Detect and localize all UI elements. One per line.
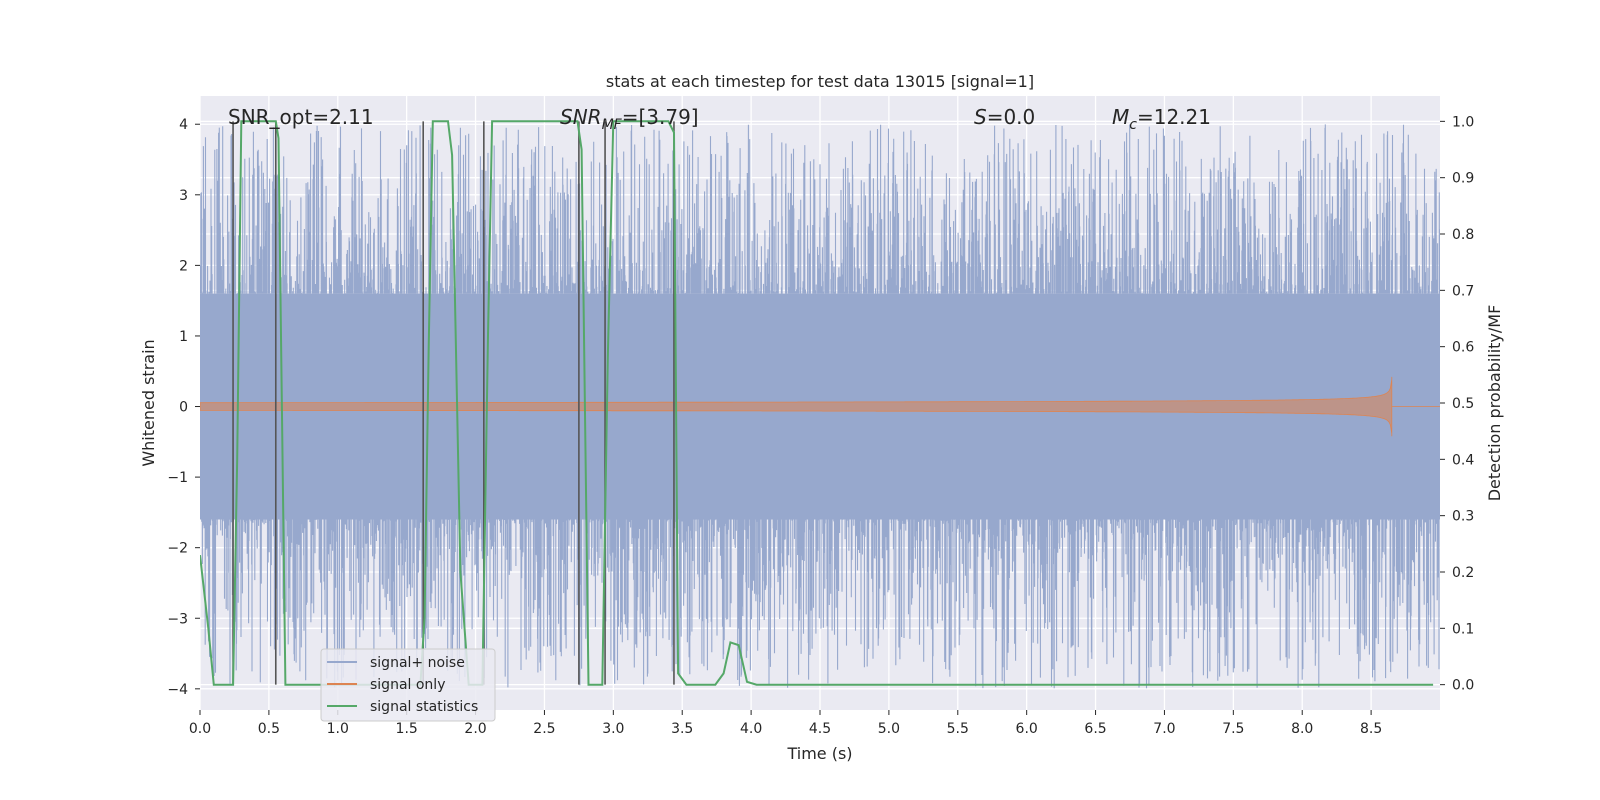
signal-statistics-series-line: [200, 120, 1434, 686]
legend-label-signal: signal only: [370, 677, 445, 693]
y2-tick-label: 0.9: [1452, 171, 1474, 187]
x-tick-label: 7.5: [1222, 721, 1244, 737]
y2-tick-label: 0.4: [1452, 452, 1474, 468]
x-tick-label: 3.5: [671, 721, 693, 737]
y2-tick-label: 0.5: [1452, 396, 1474, 412]
y-axis-label: Whitened strain: [139, 339, 158, 466]
y2-tick-label: 0.8: [1452, 227, 1474, 243]
snr-opt-annotation: SNR_opt=2.11: [228, 105, 374, 129]
y2-tick-label: 0.7: [1452, 283, 1474, 299]
y-axis-right: 0.0 0.1 0.2 0.3 0.4 0.5 0.6 0.7 0.8 0.9 1.0: [1440, 114, 1474, 694]
snr-mf-value: =[3.79]: [622, 105, 699, 129]
mc-symbol: M: [1112, 105, 1129, 129]
y-tick-label: 0: [179, 400, 188, 416]
x-tick-label: 5.5: [947, 721, 969, 737]
x-tick-label: 1.0: [327, 721, 349, 737]
legend-box: [320, 648, 496, 722]
s-annotation: S=0.0: [974, 105, 1035, 129]
x-tick-label: 4.0: [740, 721, 762, 737]
signal-only-series-line: [200, 376, 1440, 437]
y-axis-left: −4 −3 −2 −1 0 1 2 3 4: [167, 117, 200, 698]
y2-tick-label: 0.6: [1452, 340, 1474, 356]
x-tick-label: 0.5: [258, 721, 280, 737]
y2-tick-label: 0.0: [1452, 678, 1474, 694]
x-tick-label: 2.0: [464, 721, 486, 737]
y-tick-label: 1: [179, 329, 188, 345]
y2-tick-label: 0.1: [1452, 621, 1474, 637]
x-axis-label: Time (s): [786, 744, 852, 763]
snr-mf-symbol: SNR: [560, 105, 602, 129]
x-tick-label: 4.5: [809, 721, 831, 737]
x-tick-label: 6.0: [1016, 721, 1038, 737]
snr-mf-annotation: SNRMF=[3.79]: [560, 105, 699, 133]
y2-tick-label: 0.2: [1452, 565, 1474, 581]
mc-annotation: Mc=12.21: [1112, 105, 1211, 133]
y2-axis-label: Detection probability/MF: [1485, 305, 1504, 502]
y-tick-label: 3: [179, 188, 188, 204]
x-tick-label: 3.0: [602, 721, 624, 737]
y-tick-label: −2: [167, 541, 188, 557]
x-tick-label: 7.0: [1153, 721, 1175, 737]
mc-value: =12.21: [1137, 105, 1211, 129]
x-tick-label: 8.0: [1291, 721, 1313, 737]
x-tick-label: 1.5: [396, 721, 418, 737]
x-tick-label: 2.5: [533, 721, 555, 737]
snr-mf-subscript: MF: [602, 117, 623, 133]
y-tick-label: −4: [167, 682, 188, 698]
y2-tick-label: 0.3: [1452, 509, 1474, 525]
legend-label-noise: signal+ noise: [370, 655, 465, 671]
chart-title: stats at each timestep for test data 130…: [606, 72, 1034, 91]
s-symbol: S: [974, 105, 987, 129]
x-tick-label: 6.5: [1084, 721, 1106, 737]
x-tick-label: 0.0: [189, 721, 211, 737]
y-tick-label: −3: [167, 611, 188, 627]
s-value: =0.0: [987, 105, 1036, 129]
x-tick-label: 5.0: [878, 721, 900, 737]
y-tick-label: 2: [179, 258, 188, 274]
y-tick-label: −1: [167, 470, 188, 486]
legend-label-statistics: signal statistics: [370, 699, 478, 715]
y-tick-label: 4: [179, 117, 188, 133]
noise-series-line: [200, 124, 1440, 689]
mc-subscript: c: [1129, 117, 1137, 133]
x-axis: 0.0 0.5 1.0 1.5 2.0 2.5 3.0 3.5 4.0 4.5 5.0 5.5 6.0 6…: [189, 710, 1382, 737]
y2-tick-label: 1.0: [1452, 114, 1474, 130]
legend: signal+ noise signal only signal statist…: [320, 648, 496, 722]
x-tick-label: 8.5: [1360, 721, 1382, 737]
